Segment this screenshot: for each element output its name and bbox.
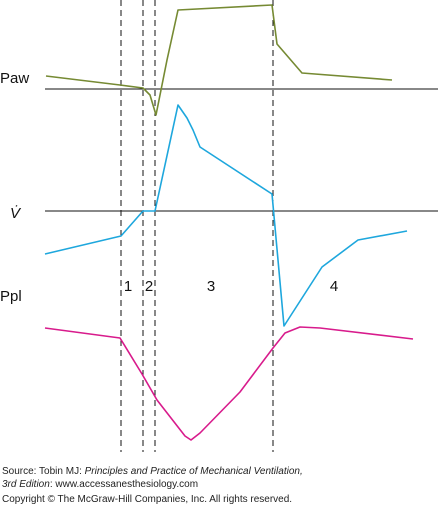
phase-number: 4: [330, 278, 338, 295]
phase-number: 3: [207, 278, 215, 295]
source-url: : www.accessanesthesiology.com: [50, 479, 198, 490]
ppl-label: Ppl: [0, 288, 22, 305]
ppl-curve: [44, 326, 414, 441]
paw-curve: [45, 4, 393, 116]
phase-number: 1: [124, 278, 132, 295]
flow-label: V̇: [10, 205, 22, 222]
paw-label: Paw: [0, 70, 29, 87]
source-line: 3rd Edition: www.accessanesthesiology.co…: [2, 479, 198, 490]
source-line: Source: Tobin MJ: Principles and Practic…: [2, 466, 303, 477]
book-edition: 3rd Edition: [2, 479, 50, 490]
flow-curve: [44, 104, 408, 327]
source-prefix: Source: Tobin MJ:: [2, 466, 85, 477]
book-title: Principles and Practice of Mechanical Ve…: [85, 466, 303, 477]
phase-number: 2: [145, 278, 153, 295]
copyright: Copyright © The McGraw-Hill Companies, I…: [2, 494, 292, 505]
